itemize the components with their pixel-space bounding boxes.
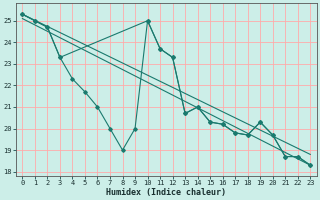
X-axis label: Humidex (Indice chaleur): Humidex (Indice chaleur): [106, 188, 226, 197]
